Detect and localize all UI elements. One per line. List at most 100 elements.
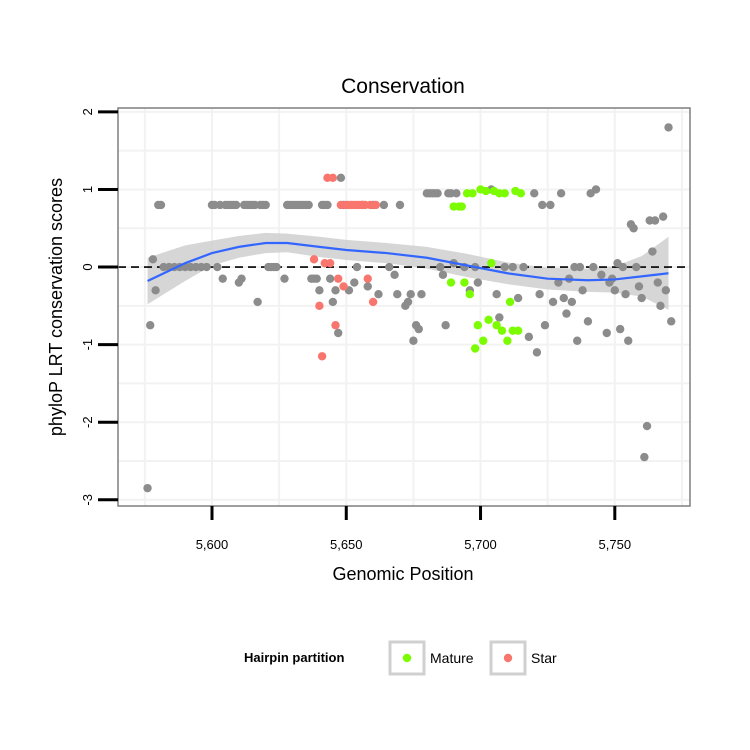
point-star <box>368 297 378 307</box>
y-tick-label: -1 <box>80 339 95 351</box>
point-other <box>325 274 335 283</box>
point-other <box>621 289 630 299</box>
point-other <box>315 286 324 295</box>
point-other <box>272 262 281 272</box>
point-other <box>452 189 461 198</box>
x-axis-ticks: 5,600 5,650 5,700 5,750 <box>196 506 631 552</box>
point-other <box>363 282 372 291</box>
point-other <box>237 274 246 283</box>
point-other <box>538 200 547 210</box>
point-other <box>280 274 289 283</box>
point-other <box>436 262 445 272</box>
point-other <box>500 262 509 272</box>
point-other <box>253 297 262 307</box>
point-other <box>312 274 321 283</box>
point-mature <box>479 336 488 345</box>
legend-label-mature: Mature <box>430 650 474 666</box>
point-star <box>371 200 381 210</box>
point-other <box>156 200 166 210</box>
point-other <box>146 321 155 330</box>
point-other <box>323 200 332 210</box>
data-points <box>143 123 676 493</box>
point-other <box>602 328 611 338</box>
point-other <box>578 286 587 295</box>
point-other <box>336 173 346 183</box>
point-star <box>328 173 338 183</box>
point-mature <box>503 336 512 345</box>
point-other <box>632 262 641 272</box>
point-other <box>379 200 389 210</box>
point-star <box>317 352 327 361</box>
point-mature <box>500 189 509 198</box>
point-star <box>315 301 324 311</box>
smooth-trend <box>147 241 669 283</box>
y-tick-label: 1 <box>80 186 95 193</box>
x-tick-label: 5,700 <box>464 537 497 552</box>
point-other <box>213 262 222 272</box>
y-tick-label: -3 <box>80 494 95 506</box>
x-tick-label: 5,750 <box>599 537 632 552</box>
point-star <box>309 255 319 264</box>
point-mature <box>484 315 493 325</box>
point-other <box>575 262 585 272</box>
point-other <box>559 293 568 303</box>
point-other <box>624 336 633 345</box>
point-other <box>524 332 534 342</box>
point-other <box>218 274 227 283</box>
point-other <box>610 286 620 295</box>
point-mature <box>497 326 507 335</box>
point-other <box>151 286 160 295</box>
point-other <box>414 324 423 334</box>
x-tick-label: 5,600 <box>196 537 229 552</box>
point-other <box>562 309 571 318</box>
point-other <box>390 270 399 280</box>
legend: Hairpin partition Mature Star <box>244 640 557 676</box>
point-other <box>231 200 241 210</box>
point-other <box>403 297 413 307</box>
point-other <box>495 313 504 322</box>
point-other <box>540 321 550 330</box>
point-other <box>615 324 625 334</box>
point-mature <box>446 278 456 287</box>
point-other <box>393 289 402 299</box>
smooth-line <box>147 241 669 283</box>
point-other <box>143 483 152 493</box>
point-other <box>417 289 426 299</box>
point-other <box>567 297 577 307</box>
point-other <box>409 336 418 345</box>
point-other <box>667 317 676 326</box>
point-other <box>385 262 394 272</box>
point-other <box>261 200 270 210</box>
point-other <box>661 286 671 295</box>
point-other <box>642 421 652 431</box>
point-mature <box>460 278 469 287</box>
y-tick-label: 2 <box>80 108 95 115</box>
point-mature <box>457 202 466 211</box>
point-other <box>492 289 501 299</box>
y-tick-label: -2 <box>80 416 95 428</box>
point-star <box>331 321 340 330</box>
point-other <box>658 212 668 221</box>
point-mature <box>473 321 483 330</box>
point-other <box>554 278 563 287</box>
point-mature <box>516 189 526 198</box>
legend-star-dot <box>503 653 513 663</box>
point-other <box>395 200 405 210</box>
point-other <box>304 200 313 210</box>
point-other <box>532 348 542 357</box>
point-other <box>573 336 582 345</box>
legend-entry-mature: Mature <box>388 640 474 676</box>
point-other <box>508 262 517 272</box>
point-star <box>363 274 372 283</box>
point-mature <box>487 258 496 268</box>
point-mature <box>505 297 515 307</box>
point-other <box>374 289 383 299</box>
y-axis-title: phyloP LRT conservation scores <box>46 178 66 436</box>
point-other <box>589 262 598 272</box>
legend-entry-star: Star <box>489 640 557 676</box>
x-tick-label: 5,650 <box>330 537 363 552</box>
point-mature <box>468 189 477 198</box>
point-other <box>656 301 665 311</box>
point-other <box>634 282 644 291</box>
